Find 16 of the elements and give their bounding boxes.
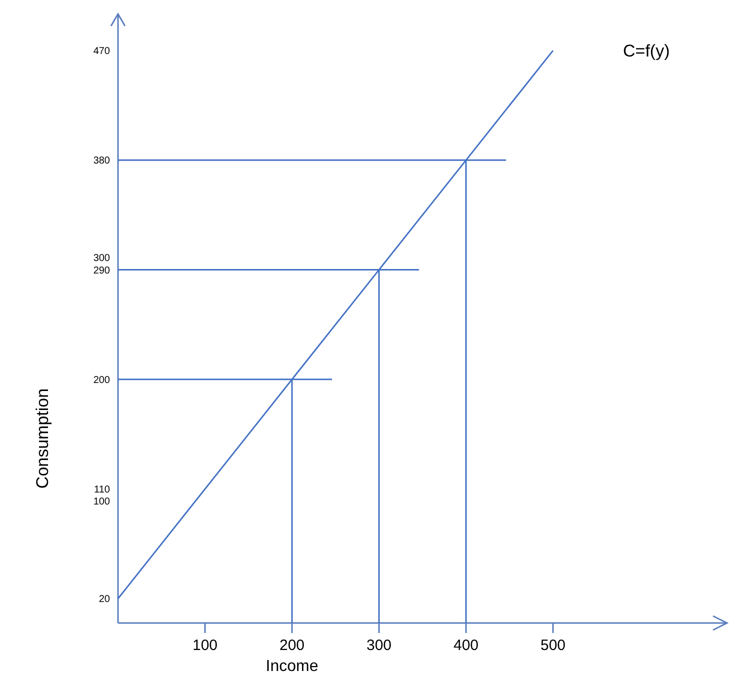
x-tick-label: 300 xyxy=(366,637,392,654)
text: C=f(y) xyxy=(623,42,670,61)
y-tick-label: 300 xyxy=(93,253,110,264)
x-tick-label: 200 xyxy=(279,637,305,654)
y-tick-label: 380 xyxy=(93,156,110,167)
y-tick-label: 20 xyxy=(98,594,110,606)
y-tick-label: 470 xyxy=(93,46,110,58)
x-tick-label: 400 xyxy=(453,637,479,654)
y-tick-label: 200 xyxy=(93,374,110,386)
y-tick-label: 290 xyxy=(93,265,110,276)
x-axis-title: Income xyxy=(266,658,318,675)
x-tick-label: 100 xyxy=(192,637,218,654)
y-axis-title: Consumption xyxy=(33,388,52,489)
x-tick-label: 500 xyxy=(540,637,566,654)
y-tick-label: 100 xyxy=(93,496,110,508)
y-tick-label: 110 xyxy=(94,484,110,496)
